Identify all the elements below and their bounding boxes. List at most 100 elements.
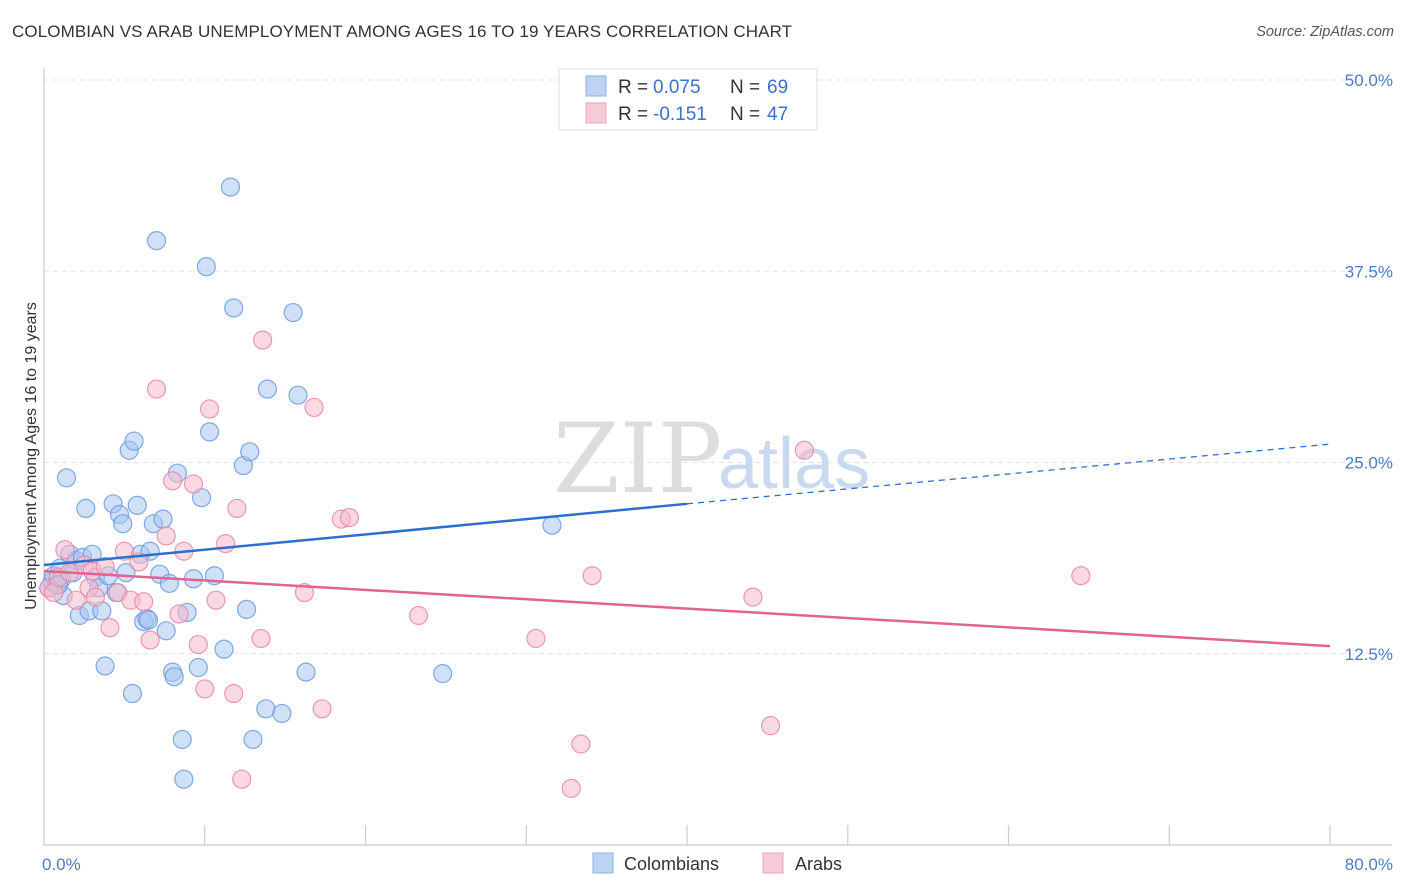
arab-point-34 [294, 582, 315, 603]
arab-point-24 [188, 634, 208, 655]
legend-r-label-arabs: R = [618, 104, 648, 125]
colombian-point-48 [196, 257, 216, 277]
trend-line-colombians-extension [686, 443, 1331, 505]
bottom-legend-label-arabs: Arabs [795, 854, 842, 874]
arab-point-38 [339, 507, 360, 528]
arab-point-18 [146, 379, 167, 399]
arab-point-20 [163, 471, 183, 491]
legend-r-value-arabs: -0.151 [653, 104, 707, 125]
trend-line-colombians [43, 502, 688, 567]
colombian-point-63 [257, 379, 278, 399]
chart-title: COLOMBIAN VS ARAB UNEMPLOYMENT AMONG AGE… [12, 22, 793, 41]
arab-point-29 [224, 683, 244, 704]
legend-n-value-arabs: 47 [767, 104, 788, 125]
colombian-point-57 [243, 729, 263, 750]
arab-point-21 [169, 604, 189, 624]
arab-point-46 [794, 440, 814, 460]
arab-point-26 [199, 399, 220, 419]
watermark-atlas: atlas [718, 424, 870, 504]
watermark: ZIP atlas [553, 403, 870, 515]
colombian-point-59 [272, 703, 292, 724]
arab-point-27 [206, 590, 226, 610]
y-tick-label-1: 25.0% [1345, 454, 1393, 473]
colombian-point-23 [113, 514, 133, 534]
x-tick-label-1: 80.0% [1345, 855, 1393, 874]
arabs-points [39, 330, 1091, 798]
trend-lines [43, 443, 1331, 648]
arab-point-36 [312, 699, 332, 719]
bottom-legend-label-colombians: Colombians [624, 854, 719, 874]
colombian-point-46 [188, 657, 208, 678]
colombian-point-62 [296, 662, 316, 682]
y-axis-tick-labels: 12.5% 25.0% 37.5% 50.0% [1345, 71, 1393, 664]
axes [43, 68, 1392, 846]
colombian-point-34 [146, 231, 167, 251]
chart-source: Source: ZipAtlas.com [1256, 24, 1394, 40]
arab-point-9 [85, 587, 106, 607]
legend-r-value-colombians: 0.075 [653, 77, 701, 98]
colombian-point-60 [283, 302, 303, 323]
arab-point-23 [183, 474, 204, 494]
legend-swatch-colombians [585, 75, 607, 97]
arab-point-11 [100, 618, 120, 638]
y-tick-label-0: 12.5% [1345, 645, 1393, 664]
trend-line-arabs [43, 569, 1331, 648]
arab-point-42 [571, 734, 591, 754]
y-axis-label: Unemployment Among Ages 16 to 19 years [23, 302, 40, 610]
colombian-point-26 [122, 683, 143, 704]
legend-r-label-colombians: R = [618, 77, 648, 98]
legend-n-label-arabs: N = [730, 104, 760, 125]
colombian-point-42 [172, 729, 192, 750]
arab-point-33 [253, 330, 273, 350]
y-tick-label-2: 37.5% [1345, 262, 1393, 281]
legend-swatch-arabs [585, 102, 607, 124]
bottom-legend-swatch-arabs [762, 852, 784, 874]
colombian-point-64 [433, 664, 453, 684]
colombian-point-37 [156, 621, 176, 641]
arab-point-32 [251, 628, 271, 649]
colombian-point-51 [214, 639, 234, 659]
arab-point-44 [743, 587, 763, 607]
colombian-point-53 [224, 298, 244, 318]
colombian-point-36 [153, 509, 173, 529]
colombian-point-56 [240, 442, 260, 462]
x-axis-ticks: 0.0% 80.0% [42, 825, 1393, 874]
arab-point-39 [408, 605, 429, 626]
arab-point-35 [304, 397, 324, 418]
arab-point-31 [232, 769, 252, 789]
colombian-point-68 [138, 610, 159, 630]
bottom-legend: Colombians Arabs [592, 852, 842, 874]
y-tick-label-3: 50.0% [1345, 71, 1393, 90]
colombian-point-28 [127, 495, 147, 515]
arab-point-30 [227, 498, 247, 518]
colombian-point-43 [174, 769, 194, 789]
arab-point-47 [1071, 566, 1091, 586]
arab-point-3 [55, 540, 75, 560]
arab-point-5 [66, 590, 86, 610]
colombian-point-61 [288, 385, 308, 405]
legend: R = 0.075 N = 69 R = -0.151 N = 47 [558, 68, 818, 131]
arab-point-19 [156, 526, 176, 546]
arab-point-43 [582, 566, 602, 586]
grid-lines [44, 79, 1392, 655]
watermark-zip: ZIP [553, 403, 722, 515]
colombian-point-49 [199, 422, 220, 442]
legend-n-label-colombians: N = [730, 77, 760, 98]
colombians-points [39, 177, 562, 789]
arab-point-17 [140, 630, 160, 650]
colombian-point-18 [95, 656, 115, 676]
colombian-point-65 [542, 515, 562, 535]
arab-point-41 [561, 778, 581, 798]
colombian-point-58 [256, 699, 276, 719]
colombian-point-12 [76, 498, 96, 518]
legend-n-value-colombians: 69 [767, 77, 788, 98]
arab-point-45 [760, 716, 781, 736]
arab-point-40 [526, 628, 546, 649]
colombian-point-55 [236, 599, 257, 619]
colombian-point-52 [220, 177, 241, 197]
bottom-legend-swatch-colombians [592, 852, 614, 874]
arab-point-28 [216, 533, 236, 554]
colombian-point-6 [56, 468, 77, 488]
colombian-point-27 [124, 431, 144, 451]
